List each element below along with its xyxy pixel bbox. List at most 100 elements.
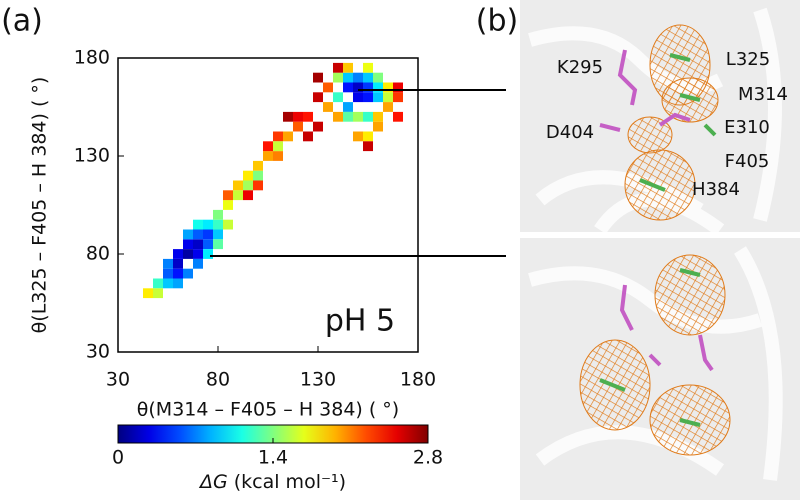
heat-cell <box>153 288 163 299</box>
heat-cell <box>193 249 203 259</box>
heat-cell <box>243 170 253 181</box>
heat-cell <box>183 229 193 240</box>
heat-cell <box>213 239 223 250</box>
heat-cell <box>173 249 183 259</box>
heat-cell <box>343 102 353 112</box>
residue-label: E310 <box>724 117 770 138</box>
heat-cell <box>333 92 343 103</box>
heat-cell <box>263 151 273 161</box>
heat-cell <box>193 229 203 240</box>
heat-cell <box>383 82 393 93</box>
heat-cell <box>373 82 383 93</box>
heatmap <box>143 62 403 299</box>
heat-cell <box>233 190 243 201</box>
heat-cell <box>183 239 193 250</box>
heat-cell <box>163 258 173 269</box>
heat-cell <box>263 141 273 152</box>
heat-cell <box>363 72 373 83</box>
heat-cell <box>213 219 223 230</box>
heat-cell <box>193 239 203 250</box>
heat-cell <box>223 200 233 210</box>
heat-cell <box>333 62 343 73</box>
heat-cell <box>253 160 263 171</box>
heat-cell <box>353 131 363 142</box>
y-tick-label: 130 <box>74 145 110 167</box>
heat-cell <box>333 72 343 83</box>
heat-cell <box>353 92 363 103</box>
colorbar-unit: (kcal mol⁻¹) <box>234 471 346 493</box>
heat-cell <box>213 229 223 240</box>
residue-label: D404 <box>546 122 594 143</box>
structure-top <box>520 0 800 236</box>
x-tick-label: 80 <box>206 369 230 391</box>
heat-cell <box>323 82 333 93</box>
heat-cell <box>383 92 393 103</box>
heat-cell <box>363 92 373 103</box>
structure-bottom <box>520 238 800 500</box>
heat-cell <box>163 268 173 279</box>
heat-cell <box>203 229 213 240</box>
heat-cell <box>233 180 243 191</box>
heat-cell <box>173 278 183 289</box>
heat-cell <box>203 249 213 259</box>
heat-cell <box>223 190 233 201</box>
heat-cell <box>193 258 203 269</box>
heat-cell <box>163 278 173 289</box>
x-tick-label: 130 <box>300 369 336 391</box>
heat-cell <box>303 131 313 142</box>
heat-cell <box>393 92 403 103</box>
heat-cell <box>363 141 373 152</box>
y-tick-label: 180 <box>74 47 110 69</box>
heat-cell <box>393 82 403 93</box>
heat-cell <box>293 111 303 122</box>
y-axis-label: θ(L325 – F405 – H 384) ( °) <box>29 77 51 334</box>
heat-cell <box>243 190 253 201</box>
heat-cell <box>153 278 163 289</box>
heat-cell <box>243 180 253 191</box>
heat-cell <box>373 121 383 132</box>
heat-cell <box>373 72 383 83</box>
x-axis-label: θ(M314 – F405 – H 384) ( °) <box>137 399 399 421</box>
colorbar-label: ΔG (kcal mol⁻¹) <box>198 471 346 493</box>
colorbar-symbol: ΔG <box>198 471 228 493</box>
x-tick-label: 180 <box>400 369 436 391</box>
residue-label: K295 <box>557 57 603 78</box>
heat-cell <box>353 111 363 122</box>
heat-cell <box>363 82 373 93</box>
heat-cell <box>373 111 383 122</box>
heat-cell <box>343 62 353 73</box>
heat-cell <box>283 131 293 142</box>
heat-cell <box>193 219 203 230</box>
heat-cell <box>343 82 353 93</box>
heat-cell <box>303 111 313 122</box>
heat-cell <box>203 219 213 230</box>
y-tick-label: 80 <box>86 243 110 265</box>
colorbar-tick-label: 2.8 <box>413 447 443 469</box>
heat-cell <box>223 219 233 230</box>
heat-cell <box>273 131 283 142</box>
heat-cell <box>323 102 333 112</box>
heat-cell <box>183 249 193 259</box>
annotation: pH 5 <box>325 304 395 339</box>
heat-cell <box>143 288 153 299</box>
heat-cell <box>333 111 343 122</box>
heat-cell <box>173 258 183 269</box>
plot-frame <box>117 57 419 353</box>
heat-cell <box>353 82 363 93</box>
residue-label: F405 <box>725 151 770 172</box>
panel-label: (a) <box>1 4 43 39</box>
heat-cell <box>313 72 323 83</box>
heat-cell <box>293 121 303 132</box>
heat-cell <box>363 131 373 142</box>
heat-cell <box>353 72 363 83</box>
colorbar-tick-label: 0 <box>112 447 124 469</box>
heat-cell <box>363 111 373 122</box>
heat-cell <box>363 62 373 73</box>
heat-cell <box>343 111 353 122</box>
heat-cell <box>203 239 213 250</box>
panel-label: (b) <box>476 4 518 39</box>
x-tick-label: 30 <box>106 369 130 391</box>
residue-label: H384 <box>692 179 740 200</box>
heat-cell <box>273 151 283 161</box>
